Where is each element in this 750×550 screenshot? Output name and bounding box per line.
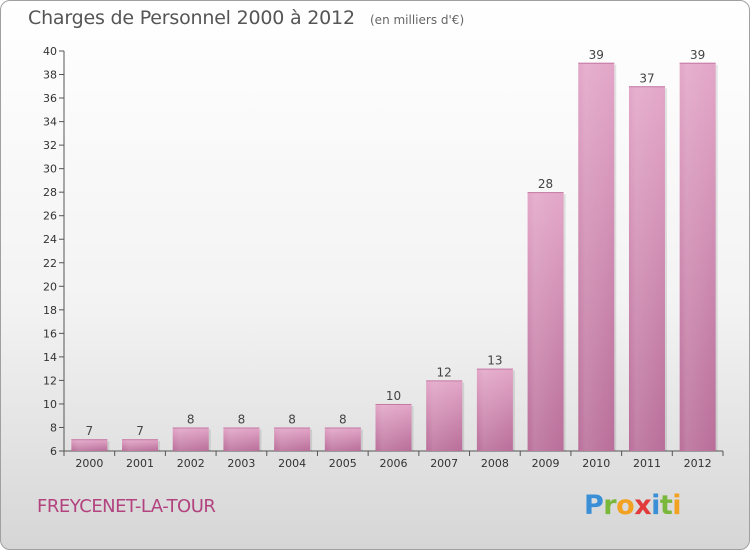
bar-highlight: [274, 427, 311, 451]
bar-value-label: 39: [589, 48, 604, 62]
logo-letter: x: [634, 490, 652, 521]
x-tick-label: 2010: [582, 457, 610, 470]
bar-value-label: 7: [86, 424, 94, 438]
bar-highlight: [578, 62, 615, 451]
logo-letter: r: [603, 490, 617, 521]
bar-highlight: [375, 403, 412, 451]
y-tick-label: 26: [43, 210, 57, 223]
y-tick-label: 6: [50, 445, 57, 458]
x-tick-label: 2011: [633, 457, 661, 470]
y-tick-label: 34: [43, 116, 57, 129]
bar-value-label: 10: [386, 389, 401, 403]
bar-value-label: 8: [339, 412, 347, 426]
x-tick-label: 2006: [380, 457, 408, 470]
y-tick-label: 14: [43, 351, 57, 364]
bar-highlight: [122, 439, 159, 451]
y-tick-label: 24: [43, 233, 57, 246]
x-tick-label: 2004: [278, 457, 306, 470]
bar-highlight: [426, 380, 463, 451]
bar-highlight: [679, 62, 716, 451]
x-tick-label: 2003: [227, 457, 255, 470]
y-tick-label: 38: [43, 69, 57, 82]
x-tick-label: 2002: [177, 457, 205, 470]
bar-value-label: 7: [136, 424, 144, 438]
commune-name: FREYCENET-LA-TOUR: [37, 496, 216, 517]
y-tick-label: 22: [43, 257, 57, 270]
bar-highlight: [476, 368, 513, 451]
y-tick-label: 8: [50, 421, 57, 434]
bar-value-label: 39: [690, 48, 705, 62]
bar-highlight: [223, 427, 260, 451]
x-tick-label: 2005: [329, 457, 357, 470]
y-tick-label: 18: [43, 304, 57, 317]
bar-value-label: 13: [487, 354, 502, 368]
bar-highlight: [527, 192, 564, 452]
x-tick-label: 2001: [126, 457, 154, 470]
x-tick-label: 2009: [532, 457, 560, 470]
logo-letter: i: [651, 490, 660, 521]
y-tick-label: 32: [43, 139, 57, 152]
logo-letter: t: [659, 490, 673, 521]
bar-highlight: [172, 427, 209, 451]
x-tick-label: 2008: [481, 457, 509, 470]
y-tick-label: 20: [43, 280, 57, 293]
bar-value-label: 8: [238, 412, 246, 426]
y-tick-label: 36: [43, 92, 57, 105]
y-tick-label: 12: [43, 374, 57, 387]
logo-letter: i: [672, 490, 682, 521]
bar-value-label: 8: [288, 412, 296, 426]
bar-value-label: 12: [437, 365, 452, 379]
proxiti-logo: Proxiti: [584, 490, 682, 521]
y-tick-label: 16: [43, 327, 57, 340]
chart-title: Charges de Personnel 2000 à 2012: [28, 7, 355, 29]
y-tick-label: 10: [43, 398, 57, 411]
bar-highlight: [628, 86, 665, 451]
y-tick-label: 30: [43, 163, 57, 176]
y-tick-label: 28: [43, 186, 57, 199]
chart-subtitle: (en milliers d'€): [370, 13, 465, 27]
bar-value-label: 37: [639, 71, 654, 85]
bar-value-label: 8: [187, 412, 195, 426]
logo-letter: P: [584, 490, 604, 521]
x-tick-label: 2000: [75, 457, 103, 470]
y-tick-label: 40: [43, 45, 57, 58]
x-tick-label: 2012: [684, 457, 712, 470]
bar-highlight: [324, 427, 361, 451]
bar-value-label: 28: [538, 177, 553, 191]
x-tick-label: 2007: [430, 457, 458, 470]
logo-letter: o: [616, 490, 635, 521]
bar-highlight: [71, 439, 108, 451]
